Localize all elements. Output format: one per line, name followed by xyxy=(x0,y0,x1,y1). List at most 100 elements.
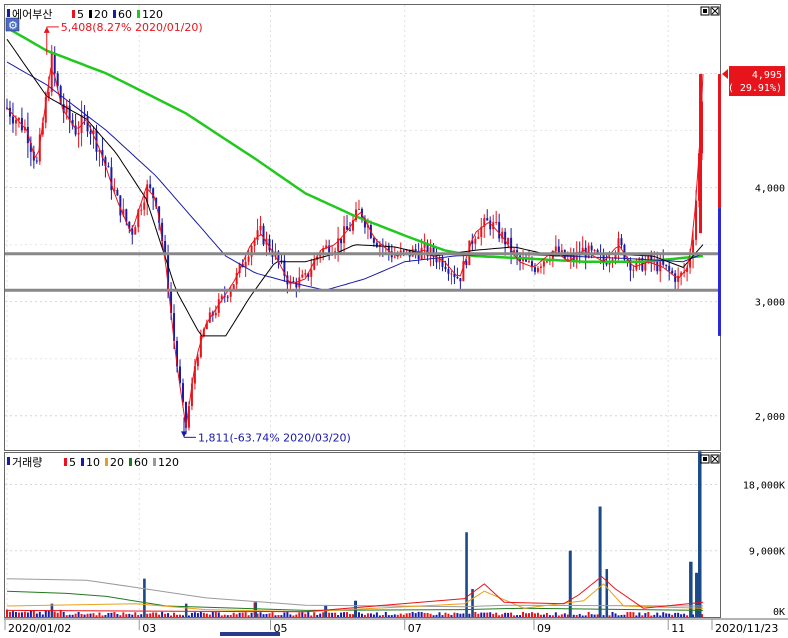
volume-bar xyxy=(199,611,202,617)
volume-bar xyxy=(65,615,68,617)
volume-ma60-line xyxy=(6,590,704,611)
volume-bar xyxy=(128,613,131,617)
candle-body xyxy=(465,261,468,265)
volume-bar xyxy=(644,613,647,617)
candle-body xyxy=(536,267,539,272)
candle-body xyxy=(187,406,190,428)
volume-bar xyxy=(683,613,686,617)
volume-bar xyxy=(435,614,438,617)
candle-body xyxy=(113,189,116,191)
volume-bar xyxy=(304,613,307,617)
candle-body xyxy=(692,239,695,257)
volume-bar xyxy=(146,613,149,617)
volume-spike xyxy=(690,561,693,617)
volume-bar xyxy=(483,612,486,617)
candle-body xyxy=(11,116,14,124)
volume-bar xyxy=(668,613,671,617)
volume-bar xyxy=(343,612,346,617)
candle-body xyxy=(244,261,247,268)
volume-bar xyxy=(95,615,98,617)
candle-body xyxy=(149,184,152,189)
candle-body xyxy=(647,255,650,262)
volume-bar xyxy=(119,615,122,617)
volume-spike xyxy=(465,532,468,617)
volume-ytick-label: 9,000K xyxy=(749,547,785,558)
volume-bar xyxy=(477,613,480,617)
candle-body xyxy=(596,250,599,254)
candle-body xyxy=(587,245,590,258)
volume-bar xyxy=(584,615,587,617)
volume-bar xyxy=(256,613,259,617)
candle-body xyxy=(71,119,74,126)
candle-body xyxy=(483,218,486,227)
volume-spike xyxy=(254,602,258,617)
candle-body xyxy=(86,116,89,132)
volume-bar xyxy=(596,614,599,617)
volume-bar xyxy=(363,614,366,617)
candle-body xyxy=(158,206,161,223)
volume-bar xyxy=(414,613,417,617)
volume-bar xyxy=(295,614,298,617)
volume-bar xyxy=(337,615,340,617)
candle-body xyxy=(226,296,229,298)
volume-bar xyxy=(489,612,492,617)
candle-body xyxy=(250,245,253,257)
candle-body xyxy=(510,237,513,253)
candle-body xyxy=(444,266,447,270)
volume-bar xyxy=(20,612,23,617)
volume-bar xyxy=(187,615,190,617)
candle-body xyxy=(441,257,444,267)
volume-spike xyxy=(143,578,146,617)
candle-body xyxy=(56,73,59,87)
volume-bar xyxy=(229,614,232,617)
volume-bar xyxy=(205,613,208,617)
candle-body xyxy=(176,340,179,367)
x-axis-label: 07 xyxy=(408,622,422,635)
volume-bar xyxy=(196,613,199,617)
candle-body xyxy=(50,53,53,93)
candle-body xyxy=(533,267,536,272)
candle-body xyxy=(167,254,170,292)
volume-bar xyxy=(480,612,483,617)
volume-bar xyxy=(59,609,62,617)
volume-bar xyxy=(641,615,644,617)
volume-bar xyxy=(161,611,164,617)
candle-body xyxy=(429,247,432,257)
candle-body xyxy=(545,261,548,263)
candle-body xyxy=(557,246,560,255)
ma-legend-swatch xyxy=(153,458,156,466)
chart-scrollbar-thumb[interactable] xyxy=(220,632,280,636)
volume-bar xyxy=(459,613,462,617)
volume-bar xyxy=(590,614,593,617)
volume-bar xyxy=(193,612,196,617)
volume-bar xyxy=(554,612,557,617)
volume-bar xyxy=(214,612,217,617)
volume-bar xyxy=(298,612,301,617)
volume-bar xyxy=(125,614,128,617)
volume-bar xyxy=(238,612,241,617)
volume-bar xyxy=(372,614,375,617)
ma-legend-label: 10 xyxy=(86,456,100,469)
candle-body xyxy=(450,273,453,275)
volume-ma-legend: 5 10 20 60 120 xyxy=(64,456,179,469)
candle-body xyxy=(283,260,286,276)
candle-body xyxy=(447,269,450,274)
candle-body xyxy=(190,383,193,407)
volume-bar xyxy=(301,611,304,617)
volume-bar xyxy=(519,615,522,617)
volume-bar xyxy=(572,614,575,617)
candle-body xyxy=(38,134,41,162)
volume-bar xyxy=(149,613,152,617)
candle-body xyxy=(47,92,50,98)
candle-body xyxy=(453,273,456,277)
chart-settings-icon[interactable] xyxy=(5,17,20,32)
volume-bar xyxy=(41,614,44,617)
candle-body xyxy=(635,260,638,270)
volume-bar xyxy=(701,614,704,617)
volume-bar xyxy=(122,612,125,617)
current-price-change: ( 29.91%) xyxy=(728,83,782,94)
volume-spike xyxy=(568,550,572,617)
candle-body xyxy=(140,209,143,211)
x-axis-label: 11 xyxy=(671,622,685,635)
ma-legend-label: 5 xyxy=(69,456,76,469)
